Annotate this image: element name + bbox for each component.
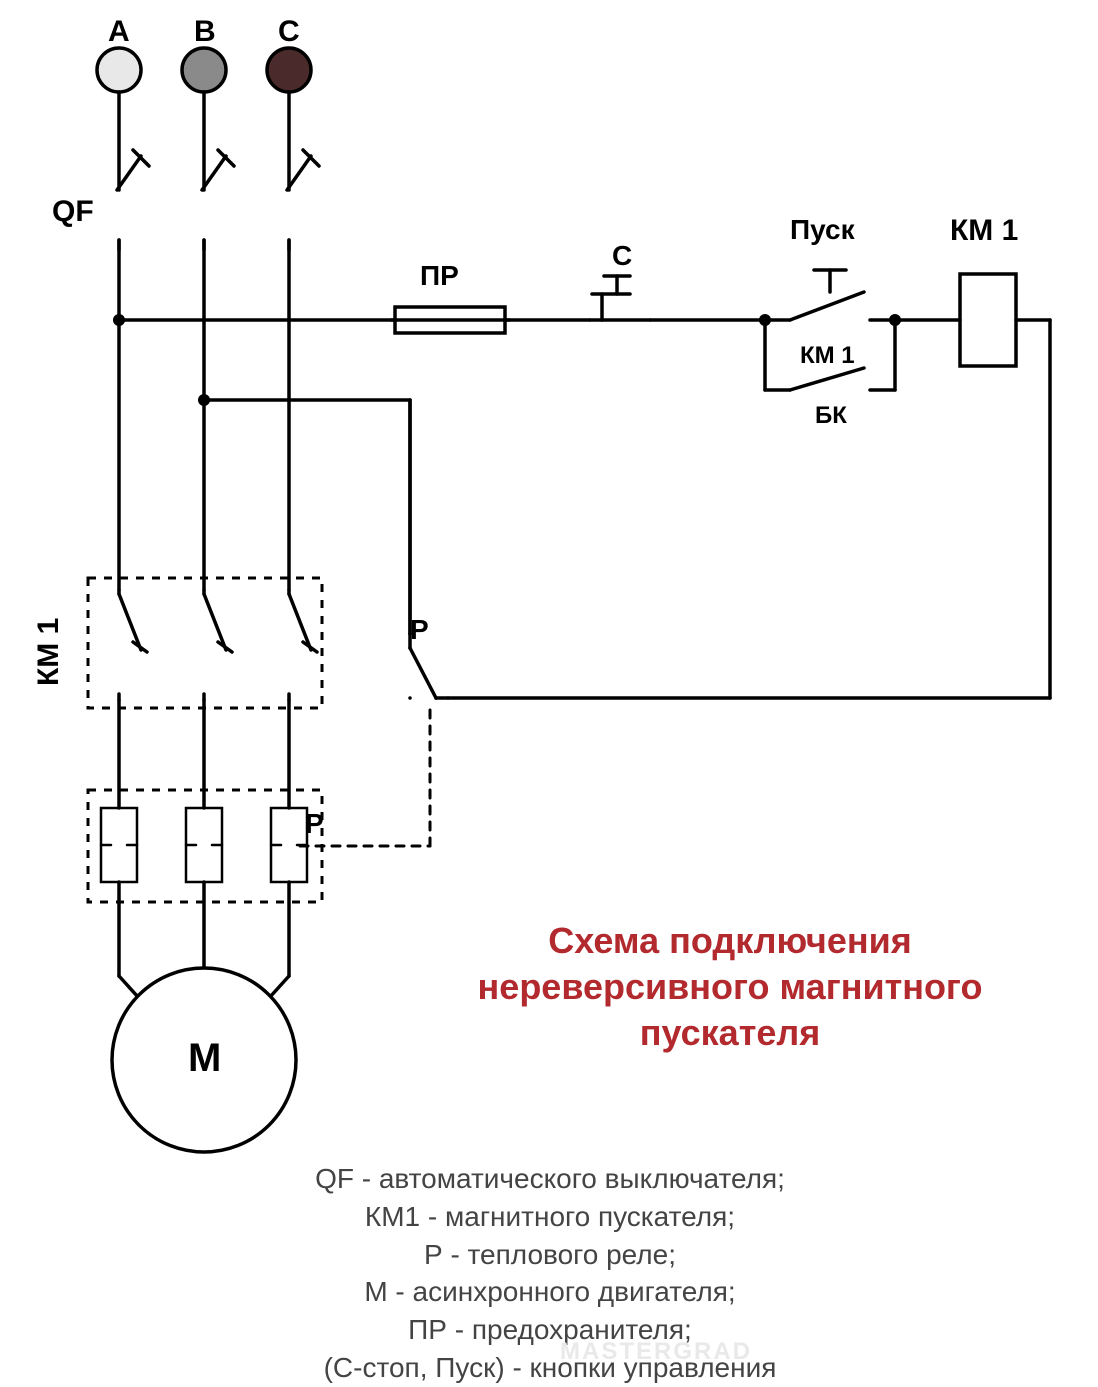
- km-contacts-label: КМ 1: [32, 618, 66, 686]
- km-bk-top-label: КМ 1: [800, 342, 855, 370]
- watermark: MASTERGRAD: [560, 1338, 752, 1366]
- motor-label: М: [188, 1036, 221, 1081]
- legend-item: (С-стоп, Пуск) - кнопки управления: [180, 1349, 920, 1387]
- legend-item: М - асинхронного двигателя;: [180, 1273, 920, 1311]
- diagram-title: Схема подключения нереверсивного магнитн…: [430, 918, 1030, 1056]
- relay-control-label: Р: [410, 614, 429, 646]
- stop-label: С: [612, 240, 632, 272]
- qf-label: QF: [52, 195, 94, 229]
- phase-c-label: C: [278, 15, 300, 49]
- relay-power-label: Р: [305, 808, 324, 840]
- start-label: Пуск: [790, 214, 855, 246]
- km-bk-bot-label: БК: [815, 402, 847, 430]
- legend-item: QF - автоматического выключателя;: [180, 1160, 920, 1198]
- phase-b-label: B: [194, 15, 216, 49]
- phase-a-label: A: [108, 15, 130, 49]
- title-line-3: пускателя: [430, 1010, 1030, 1056]
- legend-item: Р - теплового реле;: [180, 1236, 920, 1274]
- legend: QF - автоматического выключателя; КМ1 - …: [180, 1160, 920, 1387]
- coil-label: КМ 1: [950, 214, 1018, 248]
- title-line-2: нереверсивного магнитного: [430, 964, 1030, 1010]
- legend-item: КМ1 - магнитного пускателя;: [180, 1198, 920, 1236]
- legend-item: ПР - предохранителя;: [180, 1311, 920, 1349]
- fuse-label: ПР: [420, 260, 459, 292]
- title-line-1: Схема подключения: [430, 918, 1030, 964]
